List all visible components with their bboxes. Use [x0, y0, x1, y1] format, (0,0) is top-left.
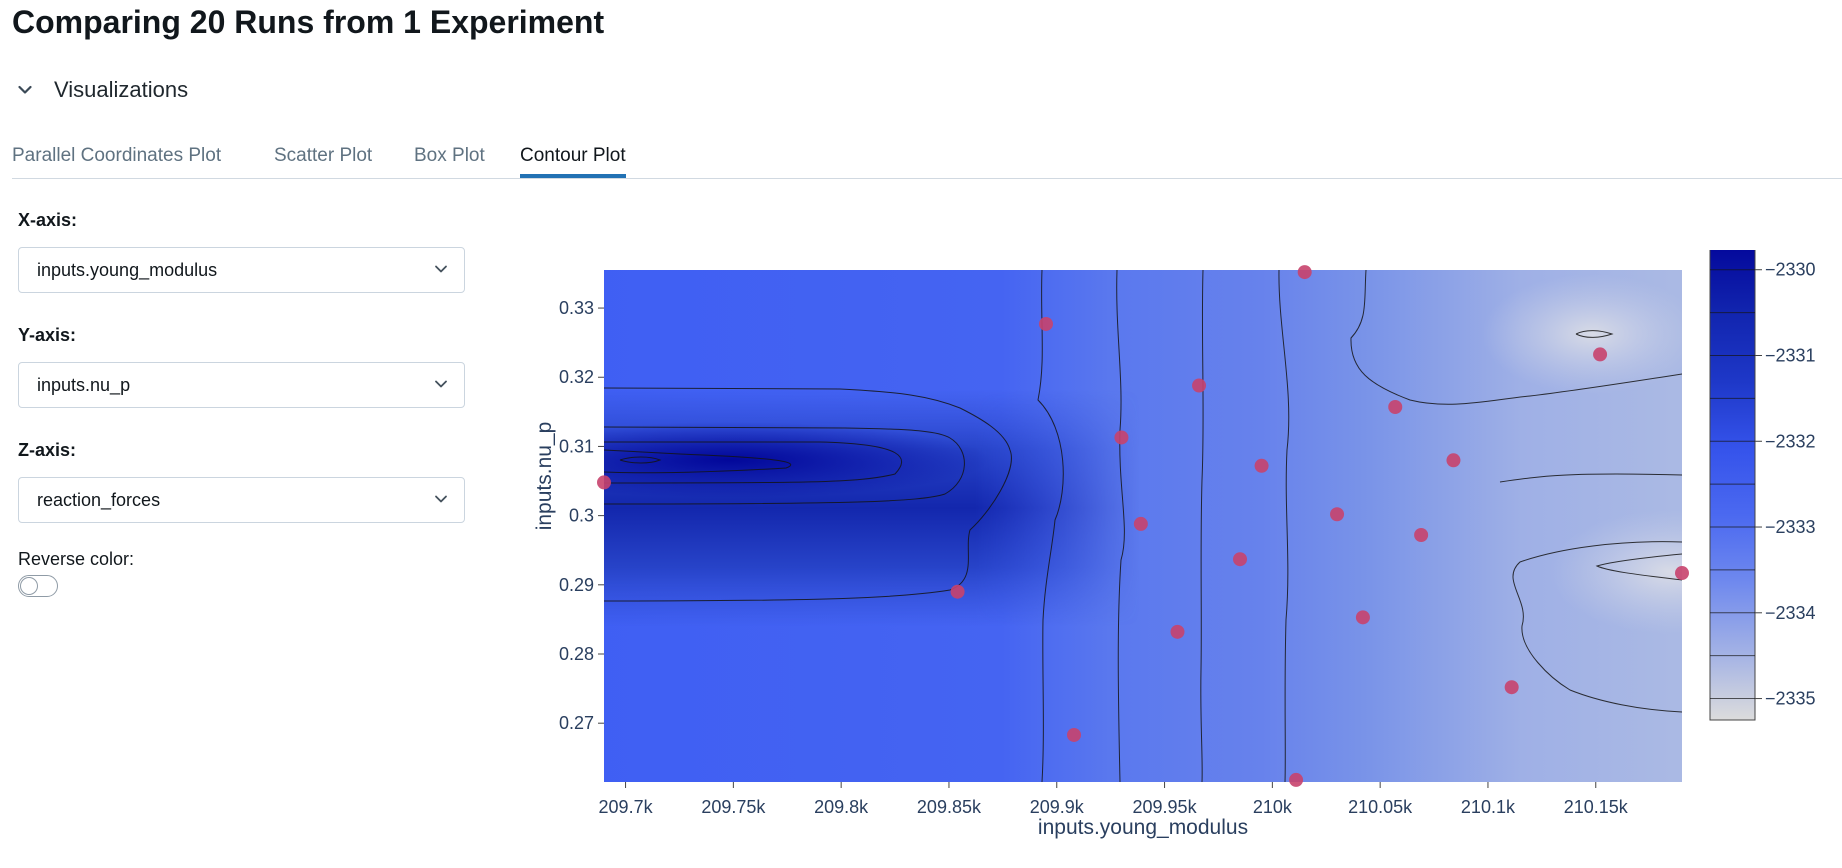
- y-tick-label: 0.32: [559, 367, 594, 387]
- data-point[interactable]: [1504, 680, 1519, 695]
- data-point[interactable]: [1192, 378, 1207, 393]
- data-point[interactable]: [1133, 516, 1148, 531]
- switch-knob: [20, 577, 38, 595]
- data-point[interactable]: [1289, 772, 1304, 787]
- contour-lines: [604, 269, 1682, 783]
- x-tick-label: 209.7k: [599, 797, 654, 817]
- y-axis-select[interactable]: inputs.nu_p: [18, 362, 465, 408]
- reverse-color-switch[interactable]: [18, 575, 58, 597]
- colorbar-tick-label: −2330: [1765, 260, 1816, 280]
- data-point[interactable]: [950, 584, 965, 599]
- visualizations-section-toggle[interactable]: Visualizations: [18, 72, 188, 108]
- x-tick-label: 209.95k: [1133, 797, 1198, 817]
- y-tick-label: 0.29: [559, 575, 594, 595]
- y-axis-title: inputs.nu_p: [533, 422, 556, 531]
- colorbar-tick-label: −2332: [1765, 431, 1816, 451]
- tab-parallel-coordinates[interactable]: Parallel Coordinates Plot: [12, 145, 222, 166]
- x-tick-label: 210.15k: [1564, 797, 1629, 817]
- x-tick-label: 210k: [1253, 797, 1293, 817]
- y-tick-label: 0.31: [559, 436, 594, 456]
- tab-scatter-plot[interactable]: Scatter Plot: [274, 145, 373, 166]
- x-tick-label: 209.9k: [1030, 797, 1085, 817]
- chevron-down-icon: [435, 380, 447, 388]
- data-point[interactable]: [1038, 316, 1053, 331]
- colorbar-tick-label: −2334: [1765, 603, 1816, 623]
- data-point[interactable]: [1330, 507, 1345, 522]
- x-tick-label: 210.1k: [1461, 797, 1516, 817]
- tab-contour-plot[interactable]: Contour Plot: [520, 140, 626, 178]
- data-point[interactable]: [1414, 527, 1429, 542]
- data-point[interactable]: [1388, 399, 1403, 414]
- contour-plot: 209.7k 209.75k 209.8k 209.85k 209.9k 209.95k 2…: [533, 250, 1816, 839]
- tab-box-plot[interactable]: Box Plot: [414, 145, 485, 166]
- y-tick-label: 0.3: [569, 506, 594, 526]
- x-tick-label: 209.8k: [814, 797, 869, 817]
- y-axis-value: inputs.nu_p: [37, 375, 131, 395]
- x-axis-title: inputs.young_modulus: [1038, 816, 1248, 839]
- chevron-down-icon: [435, 265, 447, 273]
- section-label: Visualizations: [54, 77, 189, 102]
- z-axis-label: Z-axis:: [18, 440, 77, 460]
- colorbar-tick-label: −2335: [1765, 689, 1816, 709]
- data-point[interactable]: [1593, 347, 1608, 362]
- x-axis-value: inputs.young_modulus: [37, 260, 218, 280]
- data-point[interactable]: [1254, 458, 1269, 473]
- y-tick-label: 0.33: [559, 298, 594, 318]
- y-tick-label: 0.27: [559, 713, 594, 733]
- data-point[interactable]: [1170, 624, 1185, 639]
- chevron-down-icon: [18, 85, 32, 94]
- x-tick-label: 209.75k: [701, 797, 766, 817]
- x-tick-label: 210.05k: [1348, 797, 1413, 817]
- z-axis-value: reaction_forces: [37, 490, 161, 510]
- colorbar-gradient: [1709, 250, 1756, 721]
- y-axis-label: Y-axis:: [18, 325, 77, 345]
- x-axis-label: X-axis:: [18, 210, 78, 230]
- contour-core: [604, 422, 990, 498]
- data-point[interactable]: [1114, 430, 1129, 445]
- x-tick-label: 209.85k: [917, 797, 982, 817]
- colorbar: −2330 −2331 −2332 −2333 −2334 −2335: [1709, 250, 1816, 721]
- y-tick-label: 0.28: [559, 644, 594, 664]
- tab-bar: Parallel Coordinates Plot Scatter Plot B…: [12, 140, 1842, 179]
- contour-peak-upper: [1482, 274, 1682, 394]
- contour-peak-lower: [1550, 510, 1682, 634]
- x-axis-select[interactable]: inputs.young_modulus: [18, 247, 465, 293]
- data-point[interactable]: [1675, 566, 1689, 581]
- reverse-color-label: Reverse color:: [18, 549, 135, 569]
- data-point[interactable]: [597, 475, 611, 490]
- data-point[interactable]: [1297, 265, 1312, 280]
- data-point[interactable]: [1067, 727, 1082, 742]
- data-point[interactable]: [1233, 552, 1248, 567]
- z-axis-select[interactable]: reaction_forces: [18, 477, 465, 523]
- data-point[interactable]: [1355, 610, 1370, 625]
- colorbar-tick-label: −2333: [1765, 517, 1816, 537]
- page-title: Comparing 20 Runs from 1 Experiment: [12, 4, 605, 40]
- colorbar-tick-label: −2331: [1765, 345, 1816, 365]
- data-point[interactable]: [1446, 453, 1461, 468]
- chevron-down-icon: [435, 495, 447, 503]
